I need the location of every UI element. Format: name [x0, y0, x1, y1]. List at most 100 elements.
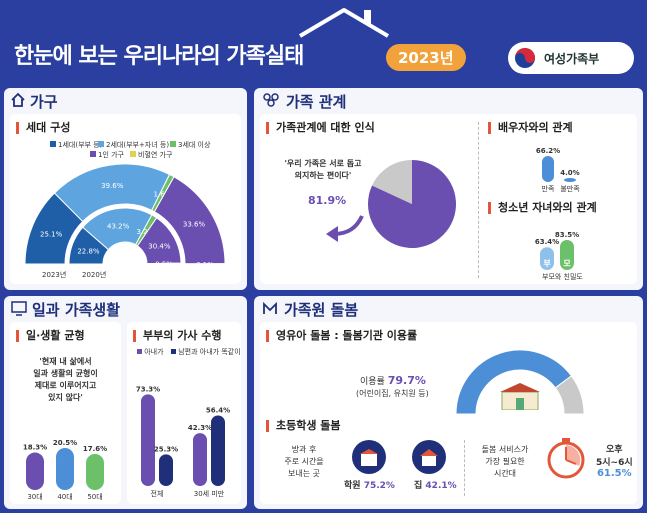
usage-value: 79.7%: [387, 374, 426, 387]
balance-bar: [86, 453, 104, 490]
gen2020-slice: [146, 262, 182, 265]
balance-title: 일·생활 균형: [16, 330, 85, 342]
arrow-icon: [326, 215, 364, 242]
usage-note: (어린이집, 유치원 등): [356, 389, 429, 398]
time-value: 61.5%: [596, 468, 632, 479]
chores-card: 부부의 가사 수행 아내가 남편과 아내가 똑같이 73.3% 25.3% 전체 42…: [127, 322, 241, 504]
balance-value: 20.5%: [53, 439, 77, 447]
clock-icon: [547, 438, 585, 479]
section-relations-title: 가족 관계: [286, 93, 347, 111]
spouse-chart: 66.2% 만족 4.0% 불만족: [536, 147, 580, 192]
balance-value: 18.3%: [23, 444, 47, 452]
family-icon: [263, 93, 279, 107]
balance-label: 30대: [27, 493, 42, 501]
gen2020-slice: [82, 207, 153, 251]
section-household-title: 가구: [30, 93, 58, 111]
year-badge: 2023년: [386, 44, 466, 71]
care-card: 영유아 돌봄 : 돌봄기관 이용률 이용률 79.7% (어린이집, 유치원 등…: [260, 322, 637, 504]
work-panel: 일과 가족생활 일·생활 균형 '현재 내 삶에서 일과 생활의 균형이 제대로…: [4, 296, 247, 509]
house-icon: [11, 92, 25, 107]
teen-chart: 63.4% 부 83.5% 모: [535, 231, 579, 270]
gen2023-label: 39.6%: [101, 182, 124, 190]
legend-item: 비혈연 가구: [130, 150, 172, 160]
gen2020-label: 0.5%: [155, 261, 173, 269]
gen2020-label: 43.2%: [107, 223, 130, 231]
chores-bar: [193, 433, 207, 486]
quote-line: '우리 가족은 서로 돕고: [284, 159, 362, 168]
teen-label: 모: [563, 259, 571, 268]
home-value: 42.1%: [425, 481, 457, 491]
balance-chart: 18.3% 30대 20.5% 40대 17.6% 50대: [23, 439, 107, 501]
balance-bar: [56, 448, 74, 490]
school-building-icon: [500, 383, 540, 410]
section-care-title: 가족원 돌봄: [284, 301, 359, 319]
balance-value: 17.6%: [83, 445, 107, 453]
year-label-2023: 2023년: [42, 271, 67, 279]
chores-value: 25.3%: [154, 445, 178, 453]
legend-item: 3세대 이상: [170, 140, 210, 150]
balance-bar: [26, 452, 44, 490]
relations-card: 가족관계에 대한 인식 '우리 가족은 서로 돕고 의지하는 편이다' 81.9…: [260, 114, 637, 284]
spouse-value: 66.2%: [536, 147, 560, 155]
teen-value: 63.4%: [535, 238, 559, 246]
chores-title: 부부의 가사 수행: [133, 330, 222, 342]
academy-value: 75.2%: [363, 481, 395, 491]
usage-label: 이용률 79.7%: [360, 374, 426, 387]
legend-wife-label: 아내가: [144, 348, 164, 356]
balance-label: 40대: [57, 493, 72, 501]
quote-line: 일과 생활의 균형이: [33, 369, 98, 378]
time-label-2: 5시~6시: [596, 458, 633, 468]
teen-bar: [540, 247, 554, 270]
year-label-2020: 2020년: [82, 271, 107, 279]
care-panel: 가족원 돌봄 영유아 돌봄 : 돌봄기관 이용률 이용률 79.7% (어린이집…: [254, 296, 643, 509]
section-work-title: 일과 가족생활: [32, 301, 121, 319]
legend-wife: 아내가: [137, 347, 164, 357]
ministry-name: 여성가족부: [544, 52, 600, 66]
legend-label: 2세대(부부+자녀 등): [106, 141, 170, 149]
legend-label: 3세대 이상: [178, 141, 211, 149]
academy-building-icon: [360, 449, 378, 466]
ministry-logo: 여성가족부: [508, 42, 634, 74]
school-title: 초등학생 돌봄: [266, 420, 341, 432]
text-line: 방과 후: [291, 445, 317, 454]
gen2023-label: 1.6%: [154, 190, 172, 198]
legend-equal-label: 남편과 아내가 똑같이: [178, 348, 241, 356]
home-building-icon: [420, 449, 438, 466]
perception-quote: '우리 가족은 서로 돕고 의지하는 편이다': [278, 158, 368, 182]
home-stat: 집 42.1%: [414, 478, 457, 491]
teen-bar: [560, 240, 574, 270]
after-school-text: 방과 후 주로 시간을 보내는 곳: [264, 444, 344, 480]
teen-value: 83.5%: [555, 231, 579, 239]
gen2023-label: 0.1%: [196, 261, 214, 269]
infant-slice: [456, 349, 573, 415]
chores-value: 73.3%: [136, 385, 160, 393]
perception-pie: [368, 160, 456, 248]
spouse-label: 만족: [542, 184, 555, 192]
taegeuk-icon: [515, 48, 535, 68]
academy-stat: 학원 75.2%: [344, 478, 395, 491]
usage-label-text: 이용률: [360, 377, 385, 387]
teen-label: 부: [543, 259, 551, 268]
text-line: 가장 필요한: [485, 457, 525, 466]
gen2020-label: 22.8%: [77, 247, 100, 255]
legend-item: 1세대(부부 등): [50, 140, 102, 150]
chores-bar: [141, 394, 155, 486]
chores-chart: 73.3% 25.3% 전체 42.3% 56.4% 30세 미만: [136, 385, 230, 498]
quote-line: 제대로 이루어지고: [34, 381, 97, 390]
text-line: 주로 시간을: [284, 457, 324, 466]
text-line: 돌봄 서비스가: [481, 445, 529, 454]
divider: [464, 440, 465, 496]
gen-center: [107, 246, 143, 282]
text-line: 시간대: [493, 469, 517, 478]
balance-quote: '현재 내 삶에서 일과 생활의 균형이 제대로 이루어지고 있지 않다': [14, 356, 117, 404]
pie-slice: [372, 160, 412, 204]
spouse-label: 불만족: [560, 184, 580, 192]
teen-title: 청소년 자녀와의 관계: [488, 202, 597, 214]
home-label: 집: [414, 481, 423, 491]
text-line: 보내는 곳: [288, 469, 320, 478]
spouse-bar: [564, 178, 576, 182]
spouse-title: 배우자와의 관계: [488, 122, 573, 134]
chores-value: 42.3%: [188, 424, 212, 432]
spouse-value: 4.0%: [560, 169, 579, 177]
work-icon: [11, 301, 27, 316]
